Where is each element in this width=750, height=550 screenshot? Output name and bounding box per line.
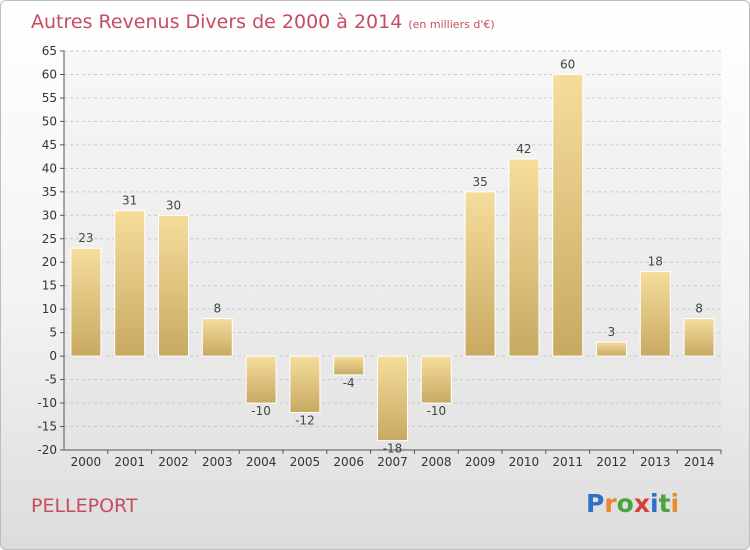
data-labels: 23 31 30 8 -10 -12 -4 -18 -10 35 42 60 3 18 8 — [78, 57, 703, 455]
y-tick-label: -20 — [37, 443, 57, 457]
y-axis: -20 -15 -10 -5 0 5 10 15 20 25 30 35 40 45 50 55 60 65 — [37, 44, 65, 457]
x-tick-label: 2014 — [684, 455, 715, 469]
y-tick-label: 65 — [42, 44, 57, 58]
x-tick-label: 2000 — [71, 455, 102, 469]
data-label: 42 — [516, 142, 531, 156]
data-label: -10 — [251, 404, 271, 418]
y-tick-label: 25 — [42, 232, 57, 246]
bar — [683, 318, 715, 357]
y-tick-label: 30 — [42, 208, 57, 222]
x-tick-label: 2010 — [509, 455, 540, 469]
bar — [158, 214, 189, 357]
bar — [420, 355, 452, 404]
y-tick-label: -10 — [37, 396, 57, 410]
x-tick-label: 2012 — [596, 455, 627, 469]
bar — [639, 271, 671, 357]
bar — [70, 247, 102, 357]
logo-letter: o — [616, 489, 634, 518]
data-label: 30 — [166, 198, 181, 212]
data-label: 8 — [213, 302, 221, 316]
x-tick-label: 2009 — [465, 455, 496, 469]
data-label: 31 — [122, 194, 137, 208]
data-label: 3 — [608, 325, 616, 339]
y-tick-label: 20 — [42, 255, 57, 269]
bars — [70, 73, 715, 442]
bar — [201, 318, 233, 357]
bar — [245, 355, 277, 404]
logo-letter: x — [633, 489, 650, 518]
x-tick-label: 2011 — [552, 455, 583, 469]
y-tick-label: 5 — [49, 326, 57, 340]
logo-letter: i — [650, 489, 659, 518]
data-label: 8 — [695, 302, 703, 316]
x-tick-label: 2008 — [421, 455, 452, 469]
data-label: -18 — [383, 442, 403, 456]
logo-letter: t — [658, 489, 671, 518]
y-tick-label: -5 — [45, 373, 57, 387]
bar — [333, 355, 365, 376]
bar — [114, 210, 146, 357]
data-label: 60 — [560, 57, 575, 71]
bar — [552, 73, 584, 357]
data-label: -10 — [426, 404, 446, 418]
x-tick-label: 2005 — [290, 455, 321, 469]
y-tick-label: 0 — [49, 349, 57, 363]
x-tick-label: 2002 — [158, 455, 189, 469]
logo-letter: P — [586, 489, 605, 518]
bar — [377, 355, 408, 442]
y-tick-label: 10 — [42, 302, 57, 316]
bar — [289, 355, 321, 413]
y-tick-label: 35 — [42, 185, 57, 199]
proxiti-logo: Proxiti — [586, 489, 679, 518]
x-axis: 2000 2001 2002 2003 2004 2005 2006 2007 2008 2009… — [64, 449, 722, 469]
chart-title-unit: (en milliers d'€) — [408, 18, 495, 31]
bar — [464, 191, 496, 357]
y-tick-label: 15 — [42, 279, 57, 293]
y-tick-label: 55 — [42, 91, 57, 105]
data-label: 23 — [78, 231, 93, 245]
y-tick-label: 50 — [42, 114, 57, 128]
y-tick-label: -15 — [37, 420, 57, 434]
x-tick-label: 2007 — [377, 455, 408, 469]
bar — [508, 158, 540, 357]
x-tick-label: 2013 — [640, 455, 671, 469]
data-label: -12 — [295, 413, 315, 427]
data-label: 35 — [472, 175, 487, 189]
chart-title: Autres Revenus Divers de 2000 à 2014 (en … — [31, 11, 495, 33]
commune-name: PELLEPORT — [31, 495, 138, 517]
y-tick-label: 60 — [42, 67, 57, 81]
y-tick-label: 40 — [42, 161, 57, 175]
y-tick-label: 45 — [42, 138, 57, 152]
x-tick-label: 2001 — [114, 455, 145, 469]
logo-letter: i — [670, 489, 680, 518]
data-label: -4 — [343, 376, 355, 390]
bar — [596, 341, 627, 357]
chart-title-main: Autres Revenus Divers de 2000 à 2014 — [31, 11, 403, 33]
x-tick-label: 2003 — [202, 455, 233, 469]
x-tick-label: 2004 — [246, 455, 277, 469]
logo-letter: r — [604, 489, 617, 518]
data-label: 18 — [648, 255, 663, 269]
x-tick-label: 2006 — [333, 455, 364, 469]
